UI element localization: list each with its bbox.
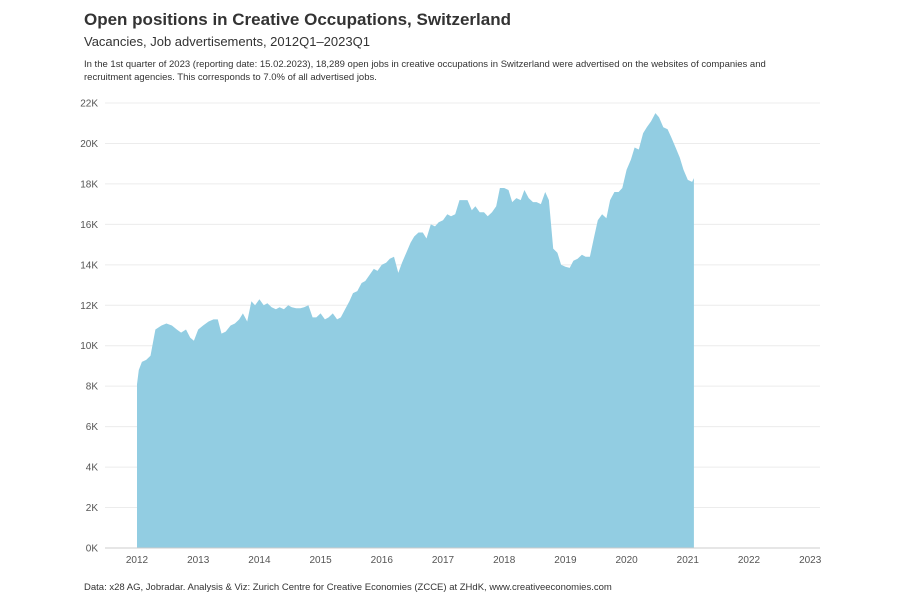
- y-tick-label: 6K: [86, 422, 99, 433]
- chart-title: Open positions in Creative Occupations, …: [84, 10, 511, 29]
- x-tick-label: 2014: [248, 555, 271, 566]
- area-series: [137, 113, 694, 548]
- y-tick-label: 18K: [80, 179, 98, 190]
- y-tick-label: 16K: [80, 220, 98, 231]
- x-tick-label: 2023: [799, 555, 822, 566]
- y-tick-label: 10K: [80, 341, 98, 352]
- x-tick-label: 2016: [371, 555, 394, 566]
- vacancies-area: [137, 113, 694, 548]
- y-tick-label: 14K: [80, 260, 98, 271]
- y-tick-label: 12K: [80, 301, 98, 312]
- y-tick-label: 8K: [86, 382, 99, 393]
- x-tick-label: 2019: [554, 555, 577, 566]
- y-tick-label: 4K: [86, 463, 99, 474]
- x-tick-label: 2020: [615, 555, 638, 566]
- y-tick-label: 20K: [80, 139, 98, 150]
- x-tick-label: 2018: [493, 555, 516, 566]
- axes: 0K 2K 4K 6K 8K 10K 12K 14K 16K 18K 20K 22K 2012 2013 2…: [80, 99, 822, 567]
- y-tick-label: 22K: [80, 99, 98, 110]
- x-tick-label: 2022: [738, 555, 761, 566]
- source-footer: Data: x28 AG, Jobradar. Analysis & Viz: …: [84, 582, 612, 593]
- y-tick-label: 0K: [86, 544, 99, 555]
- x-tick-label: 2021: [677, 555, 700, 566]
- x-tick-label: 2017: [432, 555, 455, 566]
- x-tick-label: 2012: [126, 555, 149, 566]
- x-tick-label: 2013: [187, 555, 210, 566]
- x-tick-label: 2015: [309, 555, 332, 566]
- chart-description: In the 1st quarter of 2023 (reporting da…: [84, 59, 766, 83]
- y-tick-label: 2K: [86, 503, 99, 514]
- chart-subtitle: Vacancies, Job advertisements, 2012Q1–20…: [84, 34, 370, 49]
